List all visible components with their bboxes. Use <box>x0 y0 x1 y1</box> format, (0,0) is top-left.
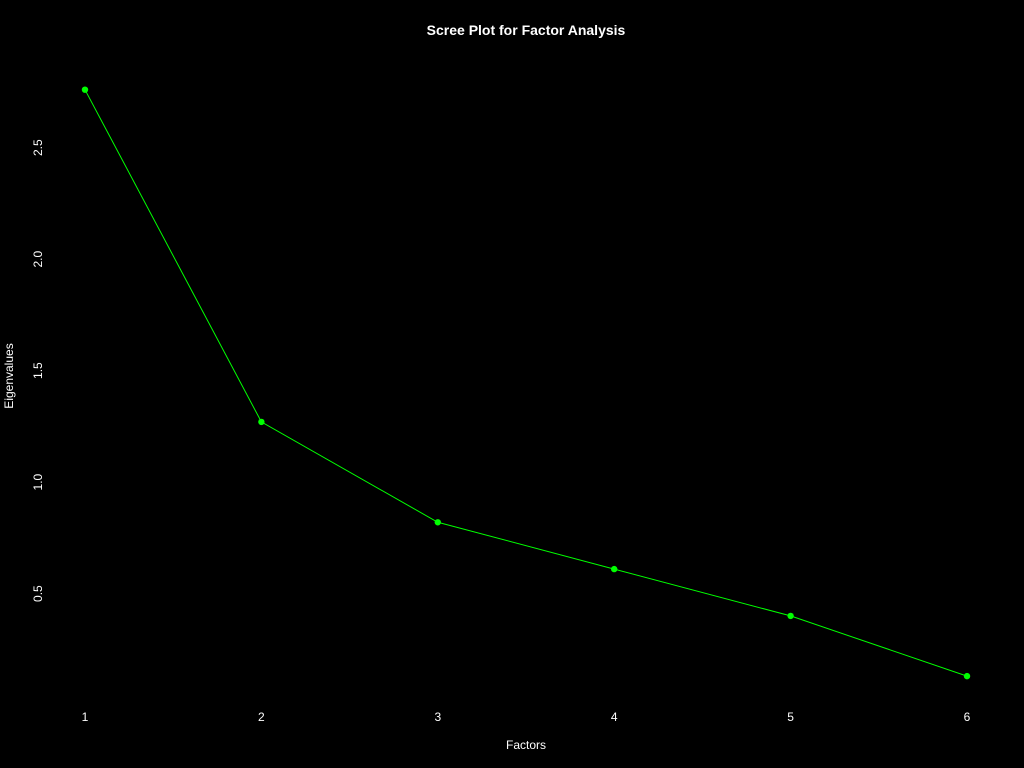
eigenvalue-point <box>258 418 265 426</box>
x-tick-label: 4 <box>611 710 618 724</box>
y-tick-label: 1.0 <box>31 473 45 490</box>
chart-title: Scree Plot for Factor Analysis <box>427 22 626 38</box>
x-tick-label: 2 <box>258 710 265 724</box>
y-axis-label: Eigenvalues <box>2 343 16 408</box>
eigenvalue-line <box>84 89 968 677</box>
eigenvalue-point <box>434 519 441 526</box>
y-tick-label: 2.0 <box>31 250 45 267</box>
eigenvalue-series <box>81 86 971 680</box>
x-axis-label: Factors <box>506 738 546 752</box>
x-tick-label: 3 <box>434 710 441 724</box>
y-tick-label: 1.5 <box>31 362 45 379</box>
eigenvalue-point <box>611 565 618 573</box>
x-tick-label: 6 <box>964 710 971 724</box>
x-tick-labels: 1 2 3 4 5 6 <box>82 710 971 724</box>
eigenvalue-point <box>787 612 794 620</box>
eigenvalue-point <box>963 672 971 680</box>
y-tick-label: 0.5 <box>31 585 45 602</box>
x-tick-label: 1 <box>82 710 89 724</box>
x-tick-label: 5 <box>787 710 794 724</box>
y-tick-labels: 0.5 1.0 1.5 2.0 2.5 <box>31 139 45 602</box>
y-tick-label: 2.5 <box>31 139 45 156</box>
eigenvalue-point <box>81 86 89 93</box>
